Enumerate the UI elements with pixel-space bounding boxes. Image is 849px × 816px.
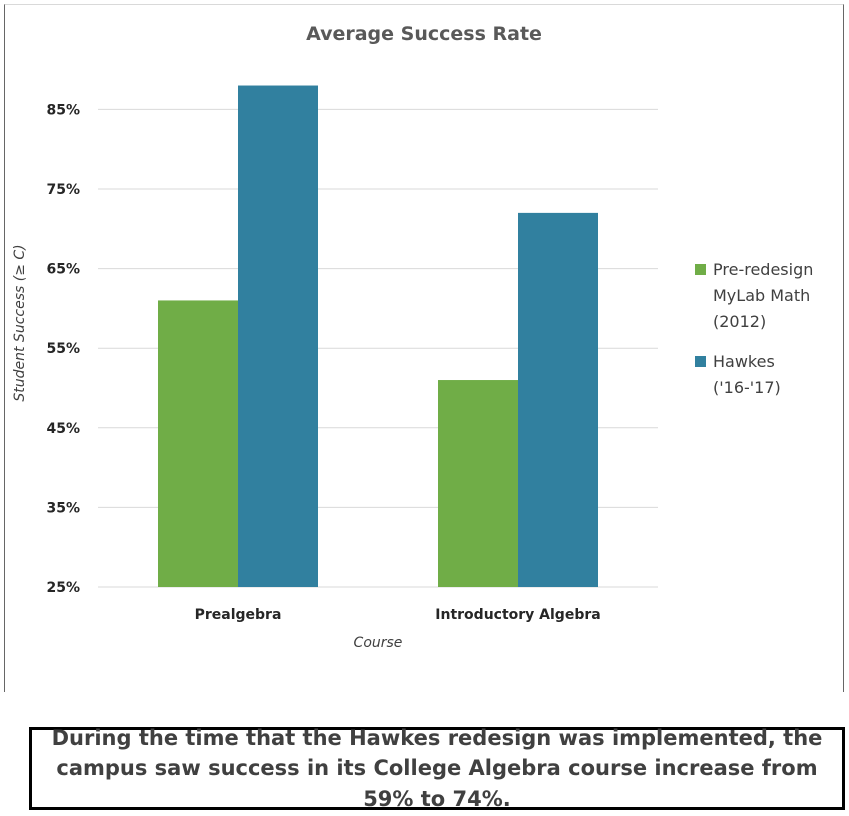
legend-swatch [695, 264, 706, 275]
bar-hawkes-0 [238, 85, 318, 588]
bar-pre-redesign-0 [158, 300, 238, 587]
category-label: Introductory Algebra [435, 607, 600, 623]
bar-chart: Average Success Rate 25% 35% 45% 55% 65% 75% 8… [12, 23, 813, 651]
y-tick-label: 35% [46, 500, 80, 516]
legend-label: Pre-redesign [713, 260, 813, 279]
legend-swatch [695, 356, 706, 367]
x-axis-title: Course [354, 635, 403, 651]
legend: Pre-redesign MyLab Math (2012) Hawkes ('16-'… [695, 260, 813, 397]
legend-label: (2012) [713, 312, 766, 331]
legend-label: MyLab Math [713, 286, 810, 305]
legend-label: ('16-'17) [713, 378, 781, 397]
bar-hawkes-1 [518, 212, 598, 587]
caption-box: During the time that the Hawkes redesign… [29, 726, 845, 811]
y-tick-label: 45% [46, 421, 80, 437]
chart-title: Average Success Rate [306, 23, 542, 45]
legend-label: Hawkes [713, 352, 775, 371]
bars [158, 85, 598, 588]
category-label: Prealgebra [195, 607, 282, 623]
y-tick-labels: 25% 35% 45% 55% 65% 75% 85% [46, 102, 80, 596]
category-labels: Prealgebra Introductory Algebra [195, 607, 601, 623]
caption-text: During the time that the Hawkes redesign… [51, 725, 823, 811]
y-tick-label: 75% [46, 182, 80, 198]
y-tick-label: 65% [46, 262, 80, 278]
y-tick-label: 25% [46, 580, 80, 596]
y-tick-label: 85% [46, 102, 80, 118]
bar-pre-redesign-1 [438, 380, 518, 587]
y-axis-title: Student Success (≥ C) [12, 244, 28, 401]
chart-frame [4, 4, 844, 692]
y-tick-label: 55% [46, 341, 80, 357]
